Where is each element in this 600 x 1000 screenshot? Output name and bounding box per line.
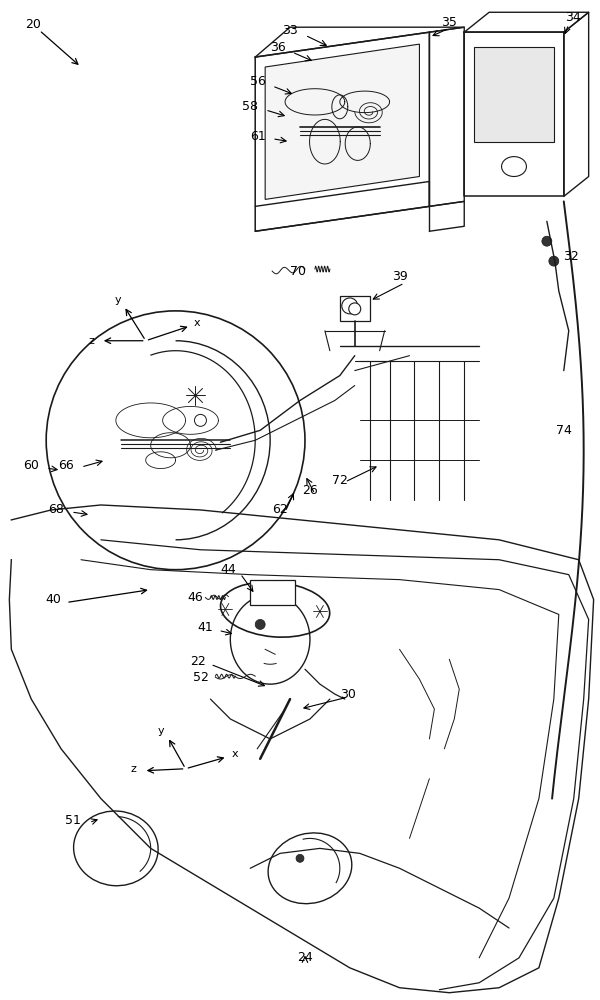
Text: 32: 32: [563, 250, 578, 263]
Text: z: z: [88, 336, 94, 346]
Circle shape: [549, 256, 559, 266]
Text: y: y: [157, 726, 164, 736]
Ellipse shape: [268, 833, 352, 904]
Text: x: x: [232, 749, 239, 759]
Text: 44: 44: [220, 563, 236, 576]
Text: 68: 68: [48, 503, 64, 516]
Text: 22: 22: [191, 655, 206, 668]
Circle shape: [296, 854, 304, 862]
Ellipse shape: [74, 811, 158, 886]
Text: 39: 39: [392, 270, 407, 283]
Bar: [250, 580, 295, 605]
Circle shape: [194, 414, 206, 426]
Text: 56: 56: [250, 75, 266, 88]
Text: 70: 70: [290, 265, 306, 278]
Circle shape: [342, 298, 358, 314]
Circle shape: [542, 236, 552, 246]
Text: 33: 33: [282, 24, 298, 37]
Text: 36: 36: [270, 41, 286, 54]
Text: z: z: [131, 764, 137, 774]
Text: 61: 61: [250, 130, 266, 143]
Text: 20: 20: [25, 18, 41, 31]
Text: 40: 40: [45, 593, 61, 606]
Circle shape: [349, 303, 361, 315]
Text: x: x: [194, 318, 201, 328]
Text: 26: 26: [302, 484, 318, 497]
Circle shape: [255, 619, 265, 629]
Text: 72: 72: [332, 474, 348, 487]
Text: 62: 62: [272, 503, 288, 516]
Text: 41: 41: [197, 621, 214, 634]
Ellipse shape: [502, 157, 526, 177]
Bar: [340, 296, 370, 321]
Text: 52: 52: [193, 671, 208, 684]
Text: 74: 74: [556, 424, 572, 437]
Text: 35: 35: [442, 16, 457, 29]
Text: 30: 30: [340, 688, 356, 701]
Text: 51: 51: [65, 814, 81, 827]
Text: 60: 60: [23, 459, 39, 472]
Text: 24: 24: [297, 951, 313, 964]
Text: 66: 66: [58, 459, 74, 472]
Polygon shape: [265, 44, 419, 199]
Polygon shape: [474, 47, 554, 142]
Text: 58: 58: [242, 100, 258, 113]
Ellipse shape: [230, 595, 310, 684]
Text: 46: 46: [188, 591, 203, 604]
Circle shape: [46, 311, 305, 570]
Text: 34: 34: [565, 11, 581, 24]
Text: y: y: [115, 295, 121, 305]
